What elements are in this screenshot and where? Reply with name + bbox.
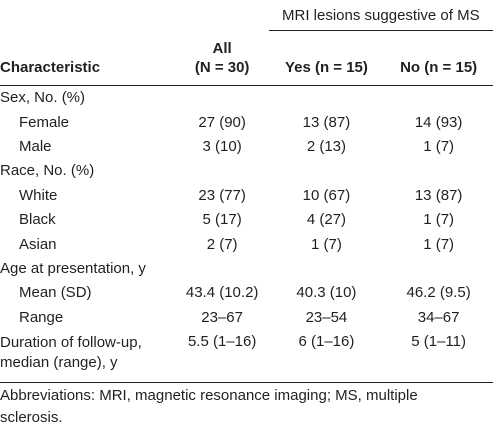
table-row: Female 27 (90) 13 (87) 14 (93) [0,110,493,134]
cell-no: 1 (7) [423,235,455,253]
row-label: Sex, No. (%) [0,89,86,107]
cell-all: 2 (7) [206,235,238,253]
cell-no: 5 (1–11) [384,329,493,383]
cell-all: 23–67 [201,308,243,326]
header-all: All (N = 30) [175,30,269,86]
cell-all: 3 (10) [202,137,242,155]
column-header-row: Characteristic All (N = 30) Yes (n = 15)… [0,30,493,86]
row-label-line1: Duration of follow-up, [0,333,142,351]
cell-all: 43.4 (10.2) [185,284,259,302]
row-label: Race, No. (%) [0,162,95,180]
table-row: Race, No. (%) [0,159,493,183]
table-row: Range 23–67 23–54 34–67 [0,306,493,330]
header-all-line1: All [212,40,232,57]
table-row: White 23 (77) 10 (67) 13 (87) [0,184,493,208]
group-header-row: MRI lesions suggestive of MS [0,0,493,31]
cell-yes: 13 (87) [302,113,351,131]
cell-yes: 10 (67) [302,186,351,204]
cell-no: 1 (7) [423,137,455,155]
characteristics-table: MRI lesions suggestive of MS Characteris… [0,0,493,383]
cell-yes: 40.3 (10) [296,284,357,302]
cell-all: 23 (77) [198,186,246,204]
table-row: Duration of follow-up, median (range), y… [0,329,493,383]
row-label: Duration of follow-up, median (range), y [0,329,176,383]
cell-no-value: 5 (1–11) [411,332,466,350]
group-header: MRI lesions suggestive of MS [268,0,493,31]
cell-no: 13 (87) [414,186,463,204]
cell-yes: 2 (13) [306,137,347,155]
row-label: White [19,186,58,204]
cell-yes-value: 6 (1–16) [298,332,355,350]
cell-no: 1 (7) [423,211,455,229]
table-row: Black 5 (17) 4 (27) 1 (7) [0,208,493,232]
header-yes: Yes (n = 15) [268,30,385,86]
cell-yes: 4 (27) [306,211,347,229]
cell-all: 27 (90) [198,113,246,131]
table-row: Age at presentation, y [0,257,493,281]
header-no: No (n = 15) [384,30,493,86]
row-label: Male [19,137,52,155]
row-label: Mean (SD) [19,284,92,302]
table-row: Male 3 (10) 2 (13) 1 (7) [0,135,493,159]
cell-all: 5 (17) [202,211,242,229]
cell-all-value: 5.5 (1–16) [187,332,257,350]
cell-no: 34–67 [417,308,460,326]
header-all-line2: (N = 30) [194,59,250,76]
footnote-line2: sclerosis. [0,409,63,426]
header-characteristic: Characteristic [0,30,176,86]
row-label: Range [19,308,64,326]
cell-yes: 23–54 [305,308,348,326]
footnote-line1: Abbreviations: MRI, magnetic resonance i… [0,387,418,404]
cell-yes: 1 (7) [311,235,342,253]
cell-no: 46.2 (9.5) [406,284,471,302]
row-label: Female [19,113,70,131]
row-label: Age at presentation, y [0,259,146,277]
row-label-line2: median (range), y [0,353,118,371]
cell-all: 5.5 (1–16) [175,329,269,383]
cell-yes: 6 (1–16) [268,329,385,383]
cell-no: 14 (93) [414,113,463,131]
table-row: Mean (SD) 43.4 (10.2) 40.3 (10) 46.2 (9.… [0,281,493,305]
table-row: Sex, No. (%) [0,86,493,111]
row-label: Asian [19,235,57,253]
row-label: Black [19,211,56,229]
table-row: Asian 2 (7) 1 (7) 1 (7) [0,232,493,256]
